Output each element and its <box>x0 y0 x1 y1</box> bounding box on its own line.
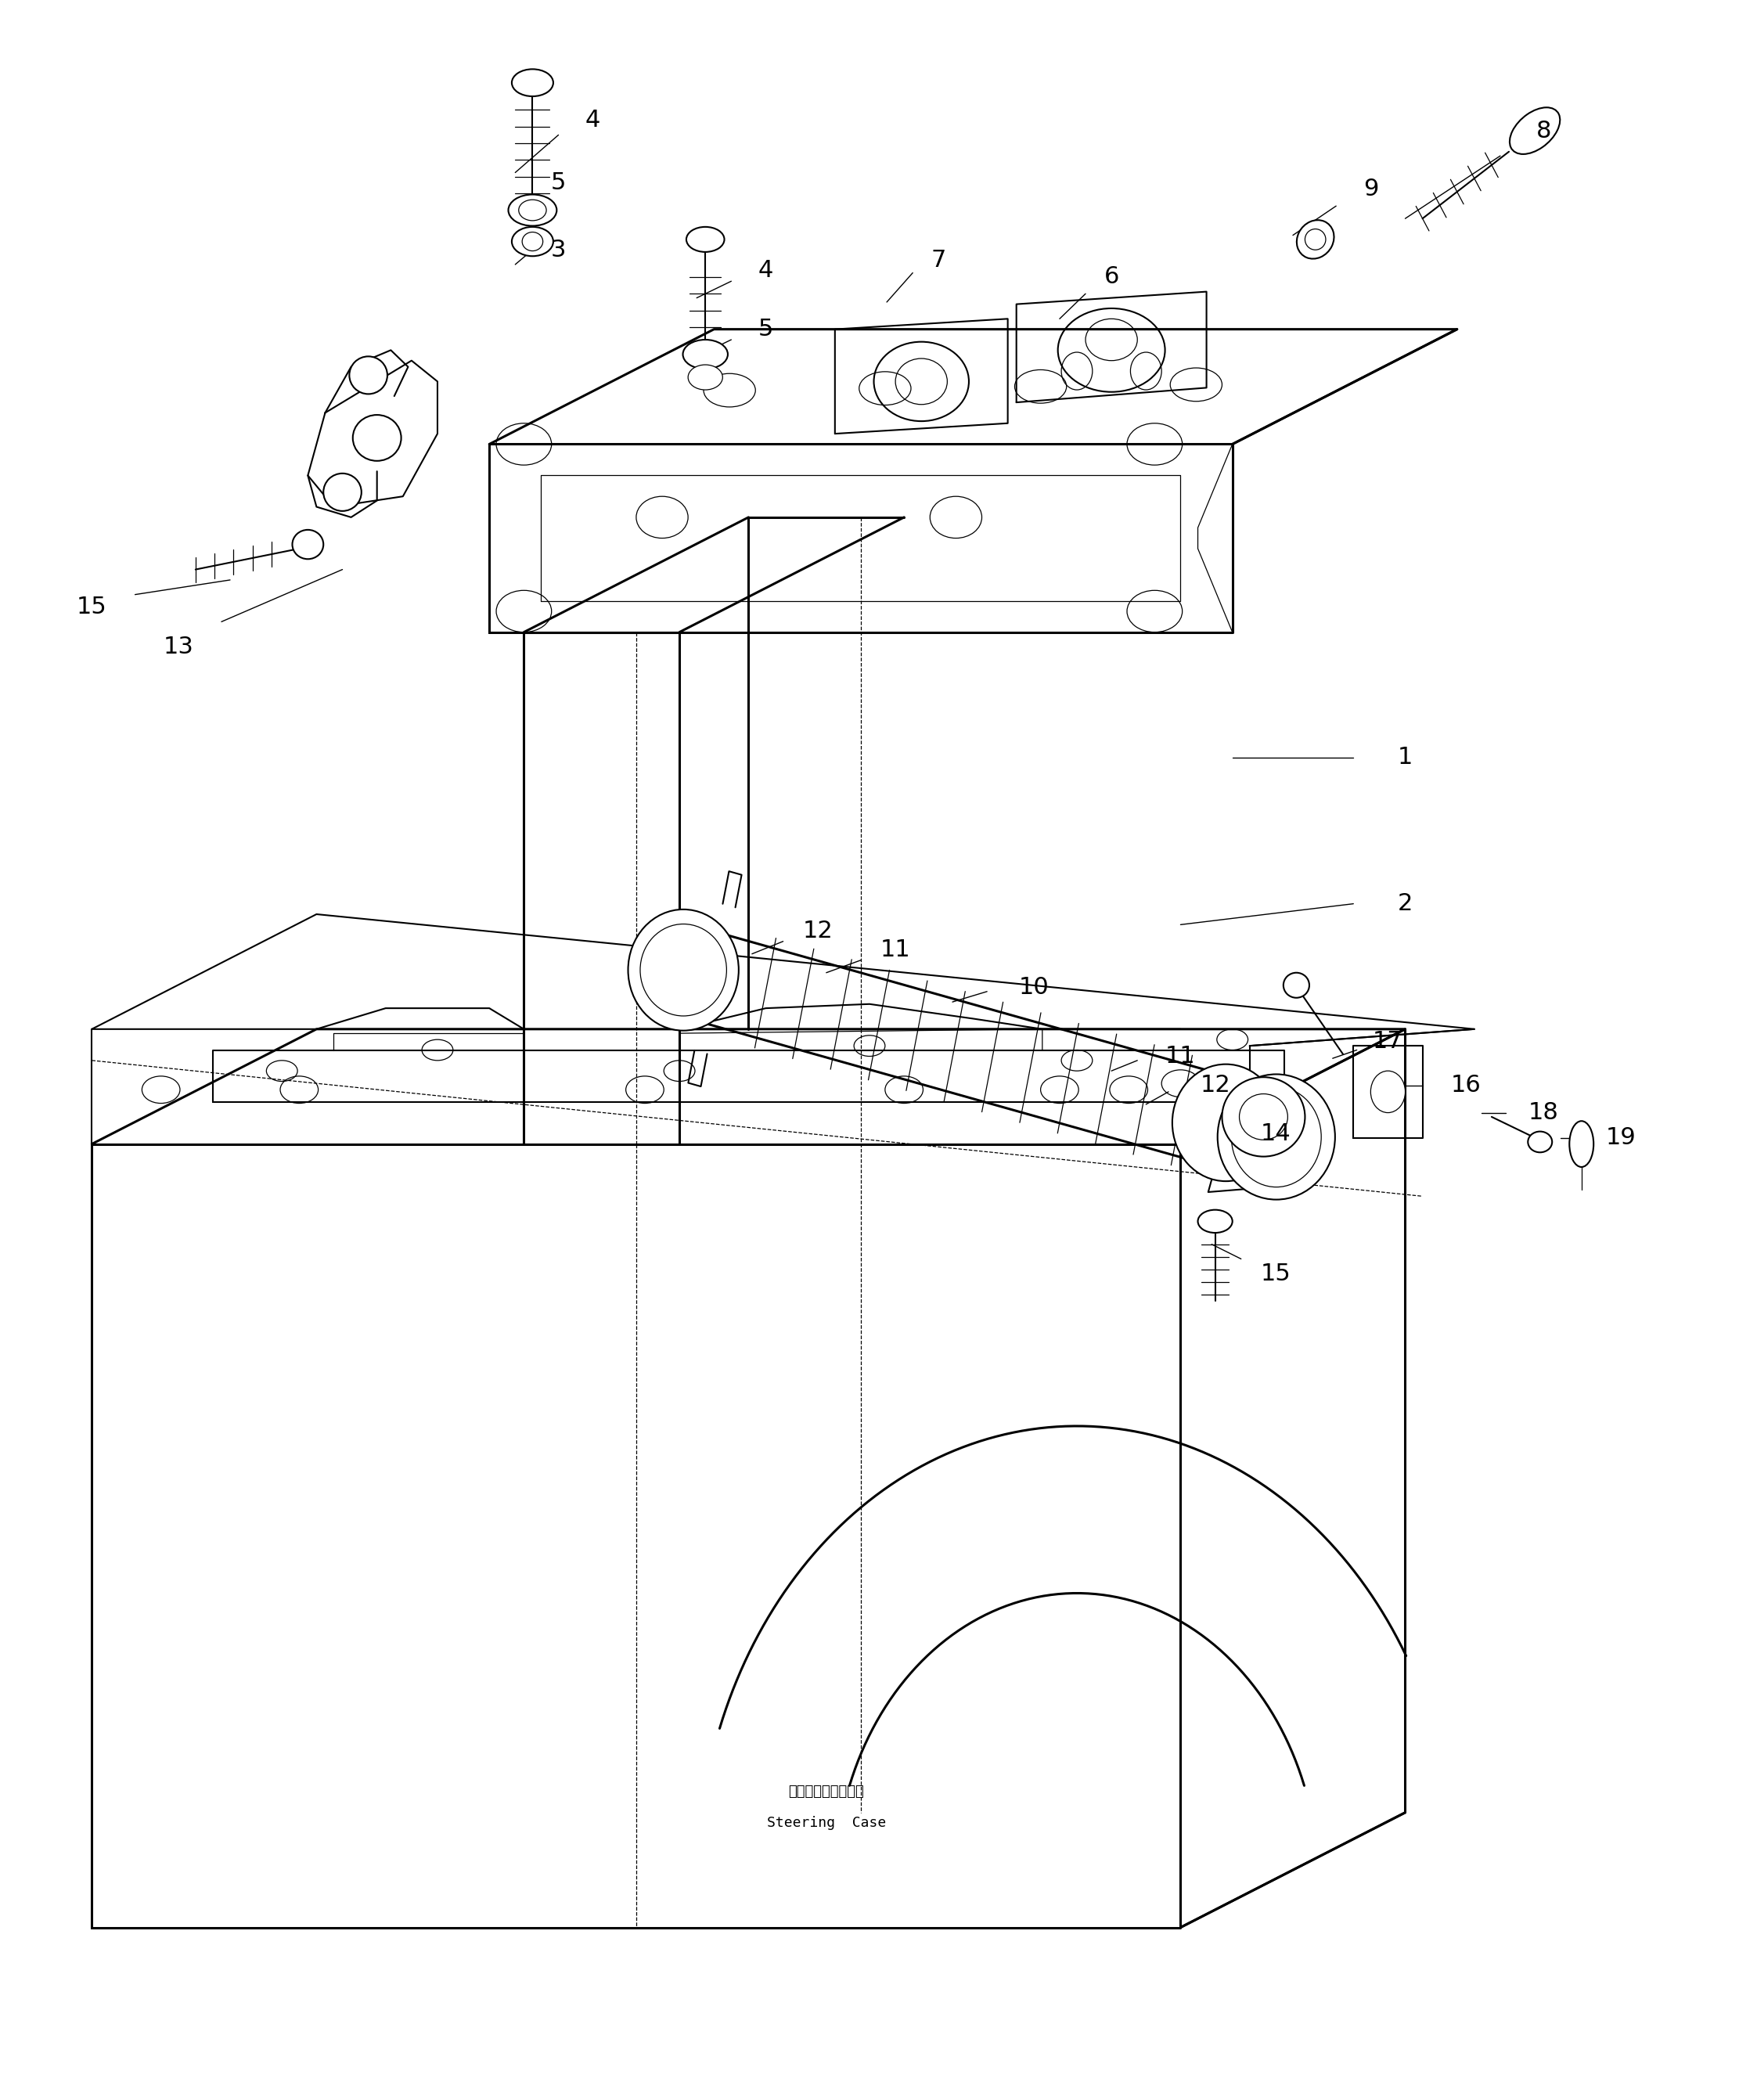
Ellipse shape <box>1223 1077 1304 1157</box>
Ellipse shape <box>1304 229 1325 250</box>
Text: 12: 12 <box>1200 1075 1229 1096</box>
Text: 13: 13 <box>163 636 193 657</box>
Text: 4: 4 <box>758 260 774 281</box>
Ellipse shape <box>350 357 388 395</box>
Text: 10: 10 <box>1019 976 1049 1000</box>
Ellipse shape <box>640 924 727 1016</box>
Ellipse shape <box>518 199 546 220</box>
Ellipse shape <box>1297 220 1334 258</box>
Ellipse shape <box>1529 1132 1553 1153</box>
Text: 11: 11 <box>880 939 911 962</box>
Text: 17: 17 <box>1372 1031 1403 1052</box>
Ellipse shape <box>511 69 553 97</box>
Ellipse shape <box>687 227 725 252</box>
Text: 5: 5 <box>758 317 774 340</box>
Ellipse shape <box>1569 1121 1593 1168</box>
Ellipse shape <box>1240 1094 1287 1140</box>
Text: 16: 16 <box>1450 1075 1482 1096</box>
Ellipse shape <box>323 472 362 510</box>
Text: 15: 15 <box>1261 1262 1290 1285</box>
Text: Steering  Case: Steering Case <box>767 1816 885 1829</box>
Text: 19: 19 <box>1607 1126 1636 1149</box>
Text: 11: 11 <box>1165 1046 1196 1067</box>
Text: 7: 7 <box>930 250 946 271</box>
Ellipse shape <box>1283 972 1309 997</box>
Ellipse shape <box>1370 1071 1405 1113</box>
Text: 8: 8 <box>1536 120 1551 143</box>
Ellipse shape <box>522 233 543 250</box>
Text: 3: 3 <box>551 239 567 260</box>
Ellipse shape <box>1231 1088 1322 1186</box>
Text: 6: 6 <box>1104 267 1118 288</box>
Ellipse shape <box>292 529 323 559</box>
Ellipse shape <box>508 195 556 227</box>
Ellipse shape <box>1217 1075 1336 1199</box>
Text: 9: 9 <box>1363 178 1379 202</box>
Text: 5: 5 <box>551 172 565 195</box>
Text: 2: 2 <box>1398 892 1412 916</box>
Text: 14: 14 <box>1261 1121 1290 1144</box>
Text: 18: 18 <box>1529 1100 1558 1124</box>
Ellipse shape <box>1509 107 1560 153</box>
Ellipse shape <box>683 340 729 370</box>
Ellipse shape <box>1198 1210 1233 1233</box>
Ellipse shape <box>628 909 739 1031</box>
Text: 1: 1 <box>1398 745 1412 769</box>
Ellipse shape <box>353 416 402 460</box>
Text: 15: 15 <box>77 596 108 620</box>
Text: 4: 4 <box>586 109 600 132</box>
Ellipse shape <box>689 365 723 391</box>
Ellipse shape <box>511 227 553 256</box>
Ellipse shape <box>1172 1065 1280 1180</box>
Text: ステアリングケース: ステアリングケース <box>788 1785 864 1800</box>
Text: 12: 12 <box>802 920 833 943</box>
